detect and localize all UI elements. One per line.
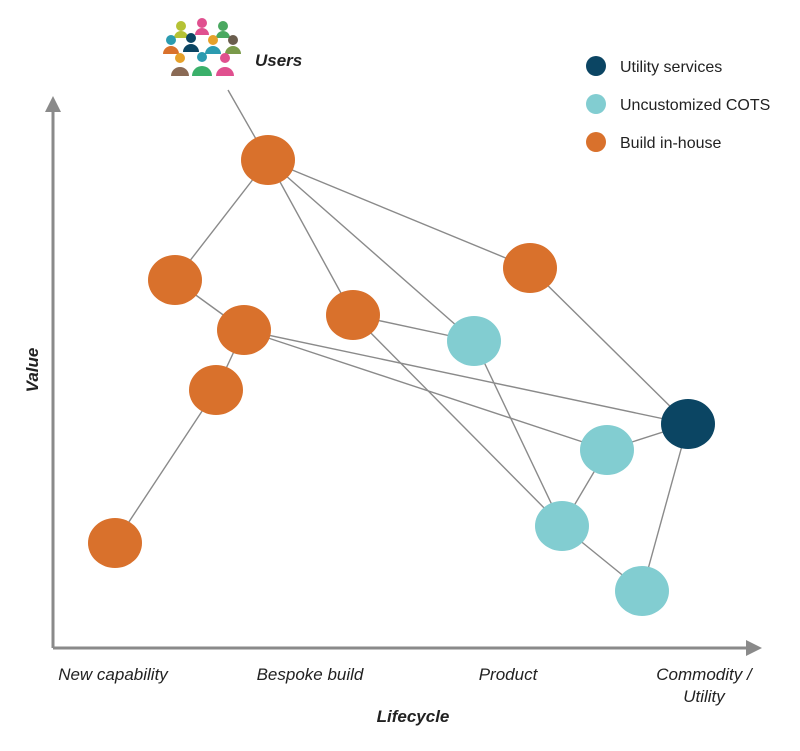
stage-label-bespoke-build: Bespoke build xyxy=(257,665,364,684)
link xyxy=(529,267,689,425)
legend-swatch-utility xyxy=(586,56,606,76)
x-axis-arrow-icon xyxy=(746,640,762,656)
build-in-house-node xyxy=(326,290,380,340)
y-axis-arrow-icon xyxy=(45,96,61,112)
stage-label-commodity: Commodity / xyxy=(656,665,754,684)
stage-label-product: Product xyxy=(479,665,539,684)
x-axis-title: Lifecycle xyxy=(377,707,450,726)
link xyxy=(114,389,217,544)
link xyxy=(267,159,475,342)
link xyxy=(267,159,354,316)
build-in-house-node xyxy=(241,135,295,185)
users-group-icon xyxy=(163,18,241,76)
build-in-house-node xyxy=(503,243,557,293)
legend-label-cots: Uncustomized COTS xyxy=(620,97,770,114)
link xyxy=(243,329,689,425)
y-axis-title: Value xyxy=(23,348,42,393)
uncustomized-cots-node xyxy=(535,501,589,551)
uncustomized-cots-node xyxy=(447,316,501,366)
build-in-house-node xyxy=(148,255,202,305)
axes xyxy=(45,96,762,656)
legend-label-utility: Utility services xyxy=(620,59,722,76)
stage-label-new-capability: New capability xyxy=(58,665,169,684)
link xyxy=(641,423,689,592)
uncustomized-cots-node xyxy=(580,425,634,475)
legend-swatch-cots xyxy=(586,94,606,114)
legend-swatch-inhouse xyxy=(586,132,606,152)
links xyxy=(114,89,689,592)
link xyxy=(267,159,531,269)
legend-label-inhouse: Build in-house xyxy=(620,135,722,152)
legend: Utility services Uncustomized COTS Build… xyxy=(586,56,770,152)
utility-services-node xyxy=(661,399,715,449)
build-in-house-node xyxy=(217,305,271,355)
link xyxy=(473,340,563,527)
link xyxy=(243,329,608,451)
build-in-house-node xyxy=(88,518,142,568)
uncustomized-cots-node xyxy=(615,566,669,616)
build-in-house-node xyxy=(189,365,243,415)
users-label: Users xyxy=(255,51,302,70)
link xyxy=(352,314,563,527)
nodes xyxy=(88,135,715,616)
stage-label-utility: Utility xyxy=(683,687,726,706)
